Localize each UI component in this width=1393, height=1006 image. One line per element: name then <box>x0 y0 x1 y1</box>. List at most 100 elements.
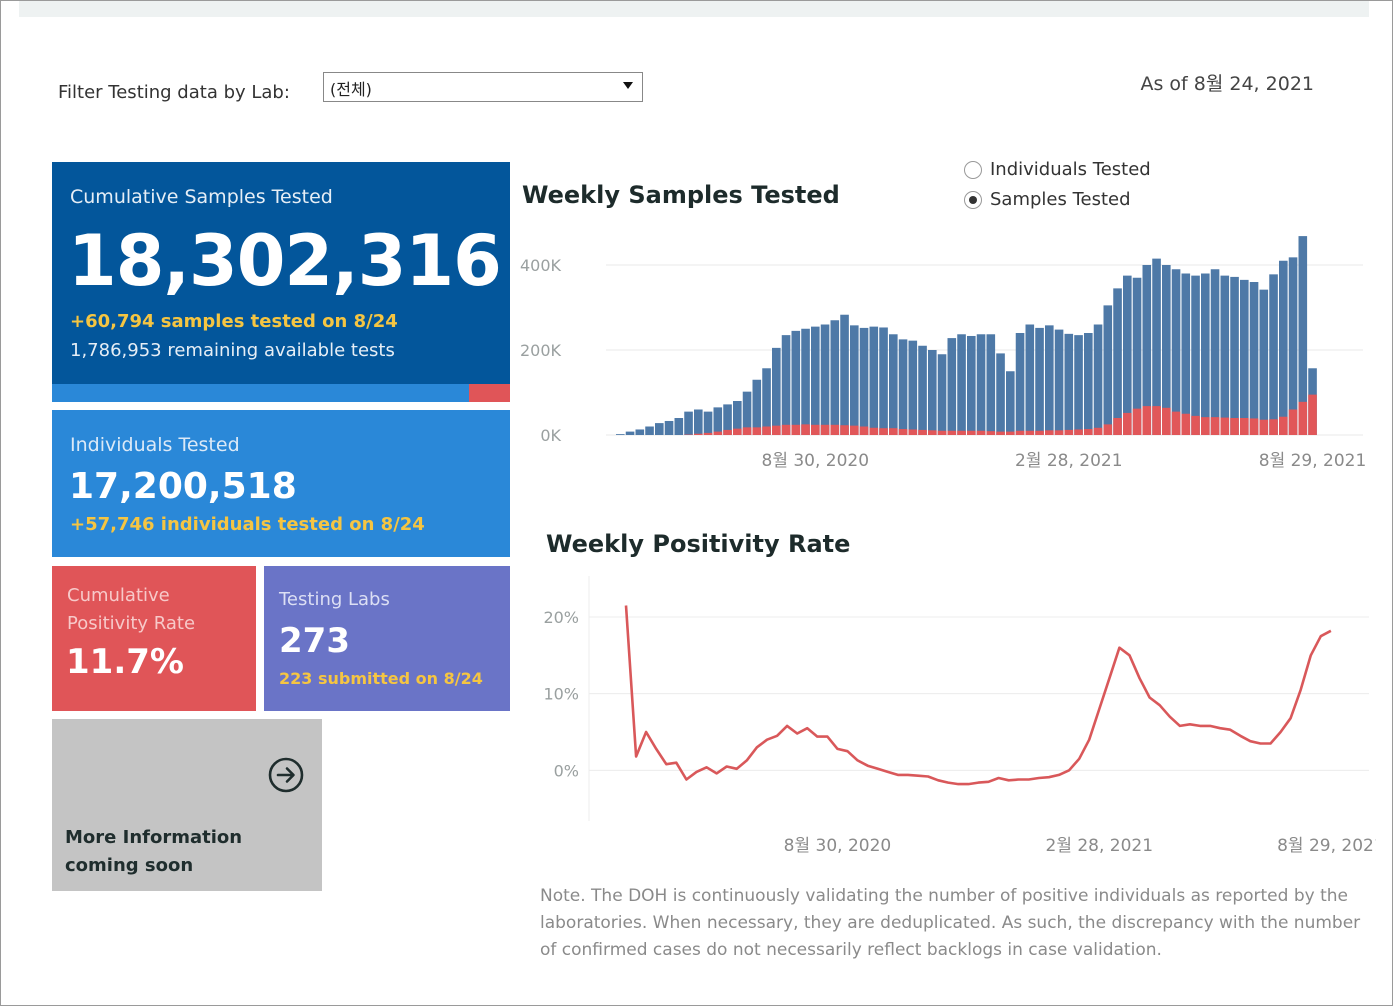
positives-bar <box>713 431 723 435</box>
as-of-date: As of 8월 24, 2021 <box>1140 73 1314 95</box>
positives-bar <box>840 425 849 435</box>
samples-bar <box>635 429 645 435</box>
more-information-text: More Information coming soon <box>65 827 243 876</box>
testing-labs-title: Testing Labs <box>279 589 390 610</box>
radio-samples-tested[interactable]: Samples Tested <box>964 189 1131 210</box>
positives-bar <box>781 424 791 435</box>
samples-bar <box>1084 333 1093 435</box>
samples-bar <box>1201 273 1210 435</box>
samples-bar <box>1103 305 1113 435</box>
positives-bar <box>879 428 888 435</box>
positives-bar <box>1201 417 1210 435</box>
samples-bar <box>1025 324 1035 435</box>
samples-bar <box>820 324 830 435</box>
samples-bar <box>850 325 859 435</box>
lab-filter-value: (전체) <box>330 80 372 99</box>
note-text: Note. The DOH is continuously validating… <box>540 886 1361 960</box>
positives-bar <box>1298 401 1308 435</box>
weekly-positivity-chart: 0% 10% 20% 8월 30, 2020 2월 28, 2021 8월 29, 202… <box>543 576 1376 856</box>
samples-bar <box>723 404 732 435</box>
samples-bar <box>801 328 810 435</box>
positives-bar <box>1064 429 1074 435</box>
positives-bar <box>1103 424 1113 435</box>
radio-samples-button[interactable] <box>964 190 982 209</box>
samples-bar <box>859 327 869 435</box>
positives-bar <box>1123 412 1132 435</box>
testing-labs-delta: 223 submitted on 8/24 <box>279 669 483 688</box>
samples-bar <box>1181 273 1191 435</box>
samples-bar <box>1259 289 1269 435</box>
samples-bar <box>830 320 840 435</box>
positives-bar <box>1142 406 1152 435</box>
x-tick-label: 2월 28, 2021 <box>1046 836 1154 856</box>
positives-bar <box>1035 430 1044 435</box>
positives-bar <box>957 430 966 435</box>
positives-bar <box>859 426 869 435</box>
positives-bar <box>908 429 918 435</box>
positives-bar <box>1152 406 1161 435</box>
samples-bar <box>967 335 976 435</box>
arrow-circle-right-icon[interactable] <box>268 757 304 793</box>
samples-bar <box>733 401 742 435</box>
radio-individuals-tested[interactable]: Individuals Tested <box>964 159 1151 180</box>
positives-bar <box>811 424 820 435</box>
positives-bar <box>1279 416 1288 435</box>
positives-bar <box>996 431 1005 435</box>
positives-bar <box>918 429 927 435</box>
positives-bar <box>1288 409 1298 435</box>
positives-bar <box>1210 417 1220 435</box>
dropdown-arrow-icon[interactable] <box>623 82 633 89</box>
positives-bar <box>1045 430 1054 435</box>
positives-bar <box>1113 418 1122 435</box>
positives-bar <box>1015 430 1025 435</box>
samples-bar <box>694 409 703 435</box>
samples-bar <box>1132 277 1142 435</box>
positives-bar <box>1191 415 1200 435</box>
positivity-rate-value: 11.7% <box>66 642 184 682</box>
positives-bar <box>1074 429 1083 435</box>
samples-bar <box>1015 333 1025 435</box>
samples-bar <box>1269 274 1278 435</box>
samples-bar <box>762 368 771 435</box>
positives-bar <box>801 424 810 435</box>
radio-individuals-label: Individuals Tested <box>990 159 1151 180</box>
remaining-tests: 1,786,953 remaining available tests <box>70 340 395 361</box>
samples-bar <box>752 379 762 435</box>
samples-bar <box>1054 329 1064 435</box>
positives-bar <box>898 429 908 435</box>
samples-bar <box>616 434 625 435</box>
positives-bar <box>791 424 801 435</box>
cumulative-samples-delta: +60,794 samples tested on 8/24 <box>70 311 398 332</box>
y-tick-label: 400K <box>520 256 562 275</box>
positives-bar <box>1171 411 1181 435</box>
samples-bar <box>976 334 986 435</box>
positives-bar <box>986 431 996 435</box>
positives-bar <box>762 426 771 435</box>
samples-bar <box>713 407 723 435</box>
radio-individuals-button[interactable] <box>964 160 982 179</box>
positivity-rate-card: Cumulative Positivity Rate 11.7% <box>52 566 256 711</box>
positives-bar <box>830 424 840 435</box>
samples-bar <box>1006 371 1015 435</box>
samples-bar <box>937 354 947 435</box>
samples-bar <box>742 391 752 435</box>
lab-filter-select[interactable]: (전체) <box>323 72 643 102</box>
more-information-card[interactable]: More Information coming soon <box>52 719 322 891</box>
x-tick-label: 8월 30, 2020 <box>762 451 870 471</box>
x-tick-label: 2월 28, 2021 <box>1015 451 1123 471</box>
x-tick-label: 8월 30, 2020 <box>784 836 892 856</box>
weekly-samples-chart: 0K 200K 400K 8월 30, 2020 2월 28, 2021 8월 29, 2… <box>520 236 1366 471</box>
positives-bar <box>1162 407 1171 435</box>
samples-bar <box>655 423 664 435</box>
positives-bar <box>976 430 986 435</box>
samples-bar <box>869 326 879 435</box>
weekly-positivity-title: Weekly Positivity Rate <box>546 530 851 558</box>
samples-bar <box>625 431 635 435</box>
samples-bar <box>1123 275 1132 435</box>
individuals-tested-title: Individuals Tested <box>70 434 240 456</box>
samples-bar <box>791 330 801 435</box>
samples-bar <box>664 420 674 435</box>
positives-bar <box>1054 430 1064 435</box>
samples-bar <box>1035 327 1044 435</box>
positives-bar <box>1132 408 1142 435</box>
